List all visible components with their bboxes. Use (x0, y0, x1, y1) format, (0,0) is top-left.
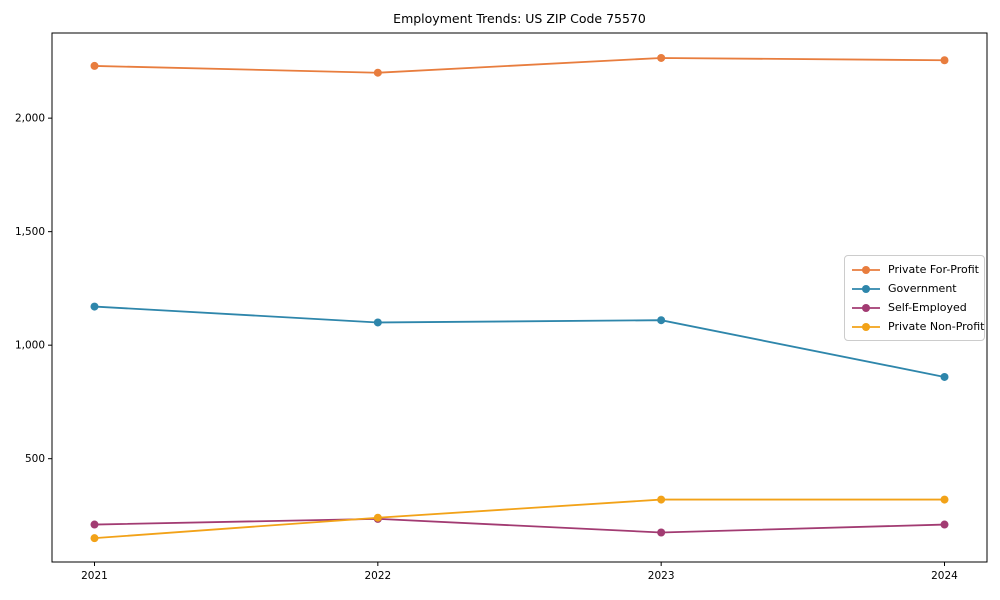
data-point (373, 513, 382, 522)
data-point (90, 520, 99, 529)
x-tick-label: 2023 (648, 570, 675, 582)
x-tick-label: 2021 (81, 570, 108, 582)
series-line-private-non-profit (94, 498, 945, 540)
y-tick-label: 1,000 (15, 340, 45, 352)
data-point (657, 53, 666, 62)
data-point (657, 316, 666, 325)
legend-label: Self-Employed (888, 301, 967, 314)
data-point (657, 528, 666, 537)
legend-label: Private Non-Profit (888, 320, 985, 333)
data-point (940, 372, 949, 381)
chart-title: Employment Trends: US ZIP Code 75570 (393, 11, 646, 26)
series-line-government (94, 305, 945, 378)
data-point (373, 318, 382, 327)
legend: Private For-Profit Government Self-Emplo… (844, 255, 985, 341)
y-tick-label: 2,000 (15, 113, 45, 125)
legend-label: Private For-Profit (888, 263, 979, 276)
x-tick-label: 2024 (931, 570, 958, 582)
data-point (90, 534, 99, 543)
y-tick-label: 1,500 (15, 226, 45, 238)
legend-entry-private-non-profit: Private Non-Profit (851, 317, 984, 336)
legend-entry-private-for-profit: Private For-Profit (851, 260, 979, 279)
line-marker-icon (852, 284, 880, 293)
data-point (90, 61, 99, 70)
y-tick-label: 500 (25, 453, 45, 465)
legend-entry-self-employed: Self-Employed (851, 298, 978, 317)
x-tick-label: 2022 (364, 570, 391, 582)
data-point (657, 495, 666, 504)
series-line-private-for-profit (94, 57, 945, 74)
legend-label: Government (888, 282, 957, 295)
data-point (940, 56, 949, 65)
plot-border (51, 32, 988, 563)
series-line-self-employed (94, 517, 945, 534)
line-marker-icon (852, 303, 880, 312)
line-marker-icon (852, 265, 880, 274)
legend-entry-government: Government (851, 279, 978, 298)
line-marker-icon (852, 322, 880, 331)
data-point (940, 520, 949, 529)
data-point (940, 495, 949, 504)
data-point (373, 68, 382, 77)
data-point (90, 302, 99, 311)
